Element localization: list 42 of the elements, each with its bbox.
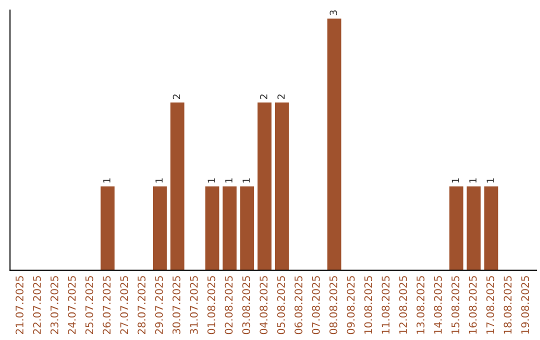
x-tick-label: 11.08.2025: [382, 276, 390, 334]
x-tick-label: 09.08.2025: [346, 276, 355, 334]
data-label: 2: [260, 94, 268, 100]
data-label: 1: [452, 178, 459, 183]
data-label: 2: [277, 94, 285, 100]
data-label: 1: [225, 178, 232, 183]
x-tick-label: 30.07.2025: [172, 276, 180, 334]
x-tick-label: 28.07.2025: [138, 276, 146, 334]
x-tick-label: 25.07.2025: [85, 276, 94, 334]
data-label: 1: [486, 178, 494, 183]
x-tick-label: 15.08.2025: [451, 276, 460, 334]
data-label: 1: [469, 178, 476, 183]
x-tick-label: 07.08.2025: [312, 276, 320, 334]
x-tick-label: 21.07.2025: [16, 276, 24, 334]
x-tick-label: 06.08.2025: [294, 276, 302, 334]
x-tick-label: 02.08.2025: [224, 276, 233, 334]
data-label: 2: [172, 94, 180, 100]
x-tick-label: 05.08.2025: [277, 276, 285, 334]
x-tick-label: 13.08.2025: [416, 276, 424, 334]
x-tick-label: 08.08.2025: [329, 276, 338, 334]
x-tick-label: 03.08.2025: [242, 276, 250, 334]
data-label: 1: [242, 178, 250, 183]
x-tick-label: 27.07.2025: [120, 276, 128, 334]
x-tick-label: 19.08.2025: [521, 276, 530, 334]
x-tick-label: 31.07.2025: [190, 276, 198, 334]
data-label: 1: [103, 178, 110, 183]
x-tick-label: 23.07.2025: [50, 276, 58, 334]
x-tick-label: 10.08.2025: [364, 276, 372, 334]
x-tick-label: 24.07.2025: [68, 276, 76, 334]
x-tick-label: 12.08.2025: [399, 276, 408, 334]
x-tick-label: 18.08.2025: [504, 276, 512, 334]
data-label: 1: [156, 178, 163, 183]
x-tick-label: 22.07.2025: [33, 276, 41, 334]
x-tick-label: 16.08.2025: [468, 276, 477, 334]
data-label: 3: [330, 10, 338, 16]
x-tick-label: 14.08.2025: [434, 276, 442, 334]
x-tick-label: 17.08.2025: [486, 276, 494, 334]
x-tick-label: 26.07.2025: [102, 276, 111, 334]
data-label: 1: [208, 178, 215, 183]
x-tick-label: 01.08.2025: [207, 276, 216, 334]
x-tick-label: 04.08.2025: [260, 276, 268, 334]
x-tick-label: 29.07.2025: [155, 276, 163, 334]
